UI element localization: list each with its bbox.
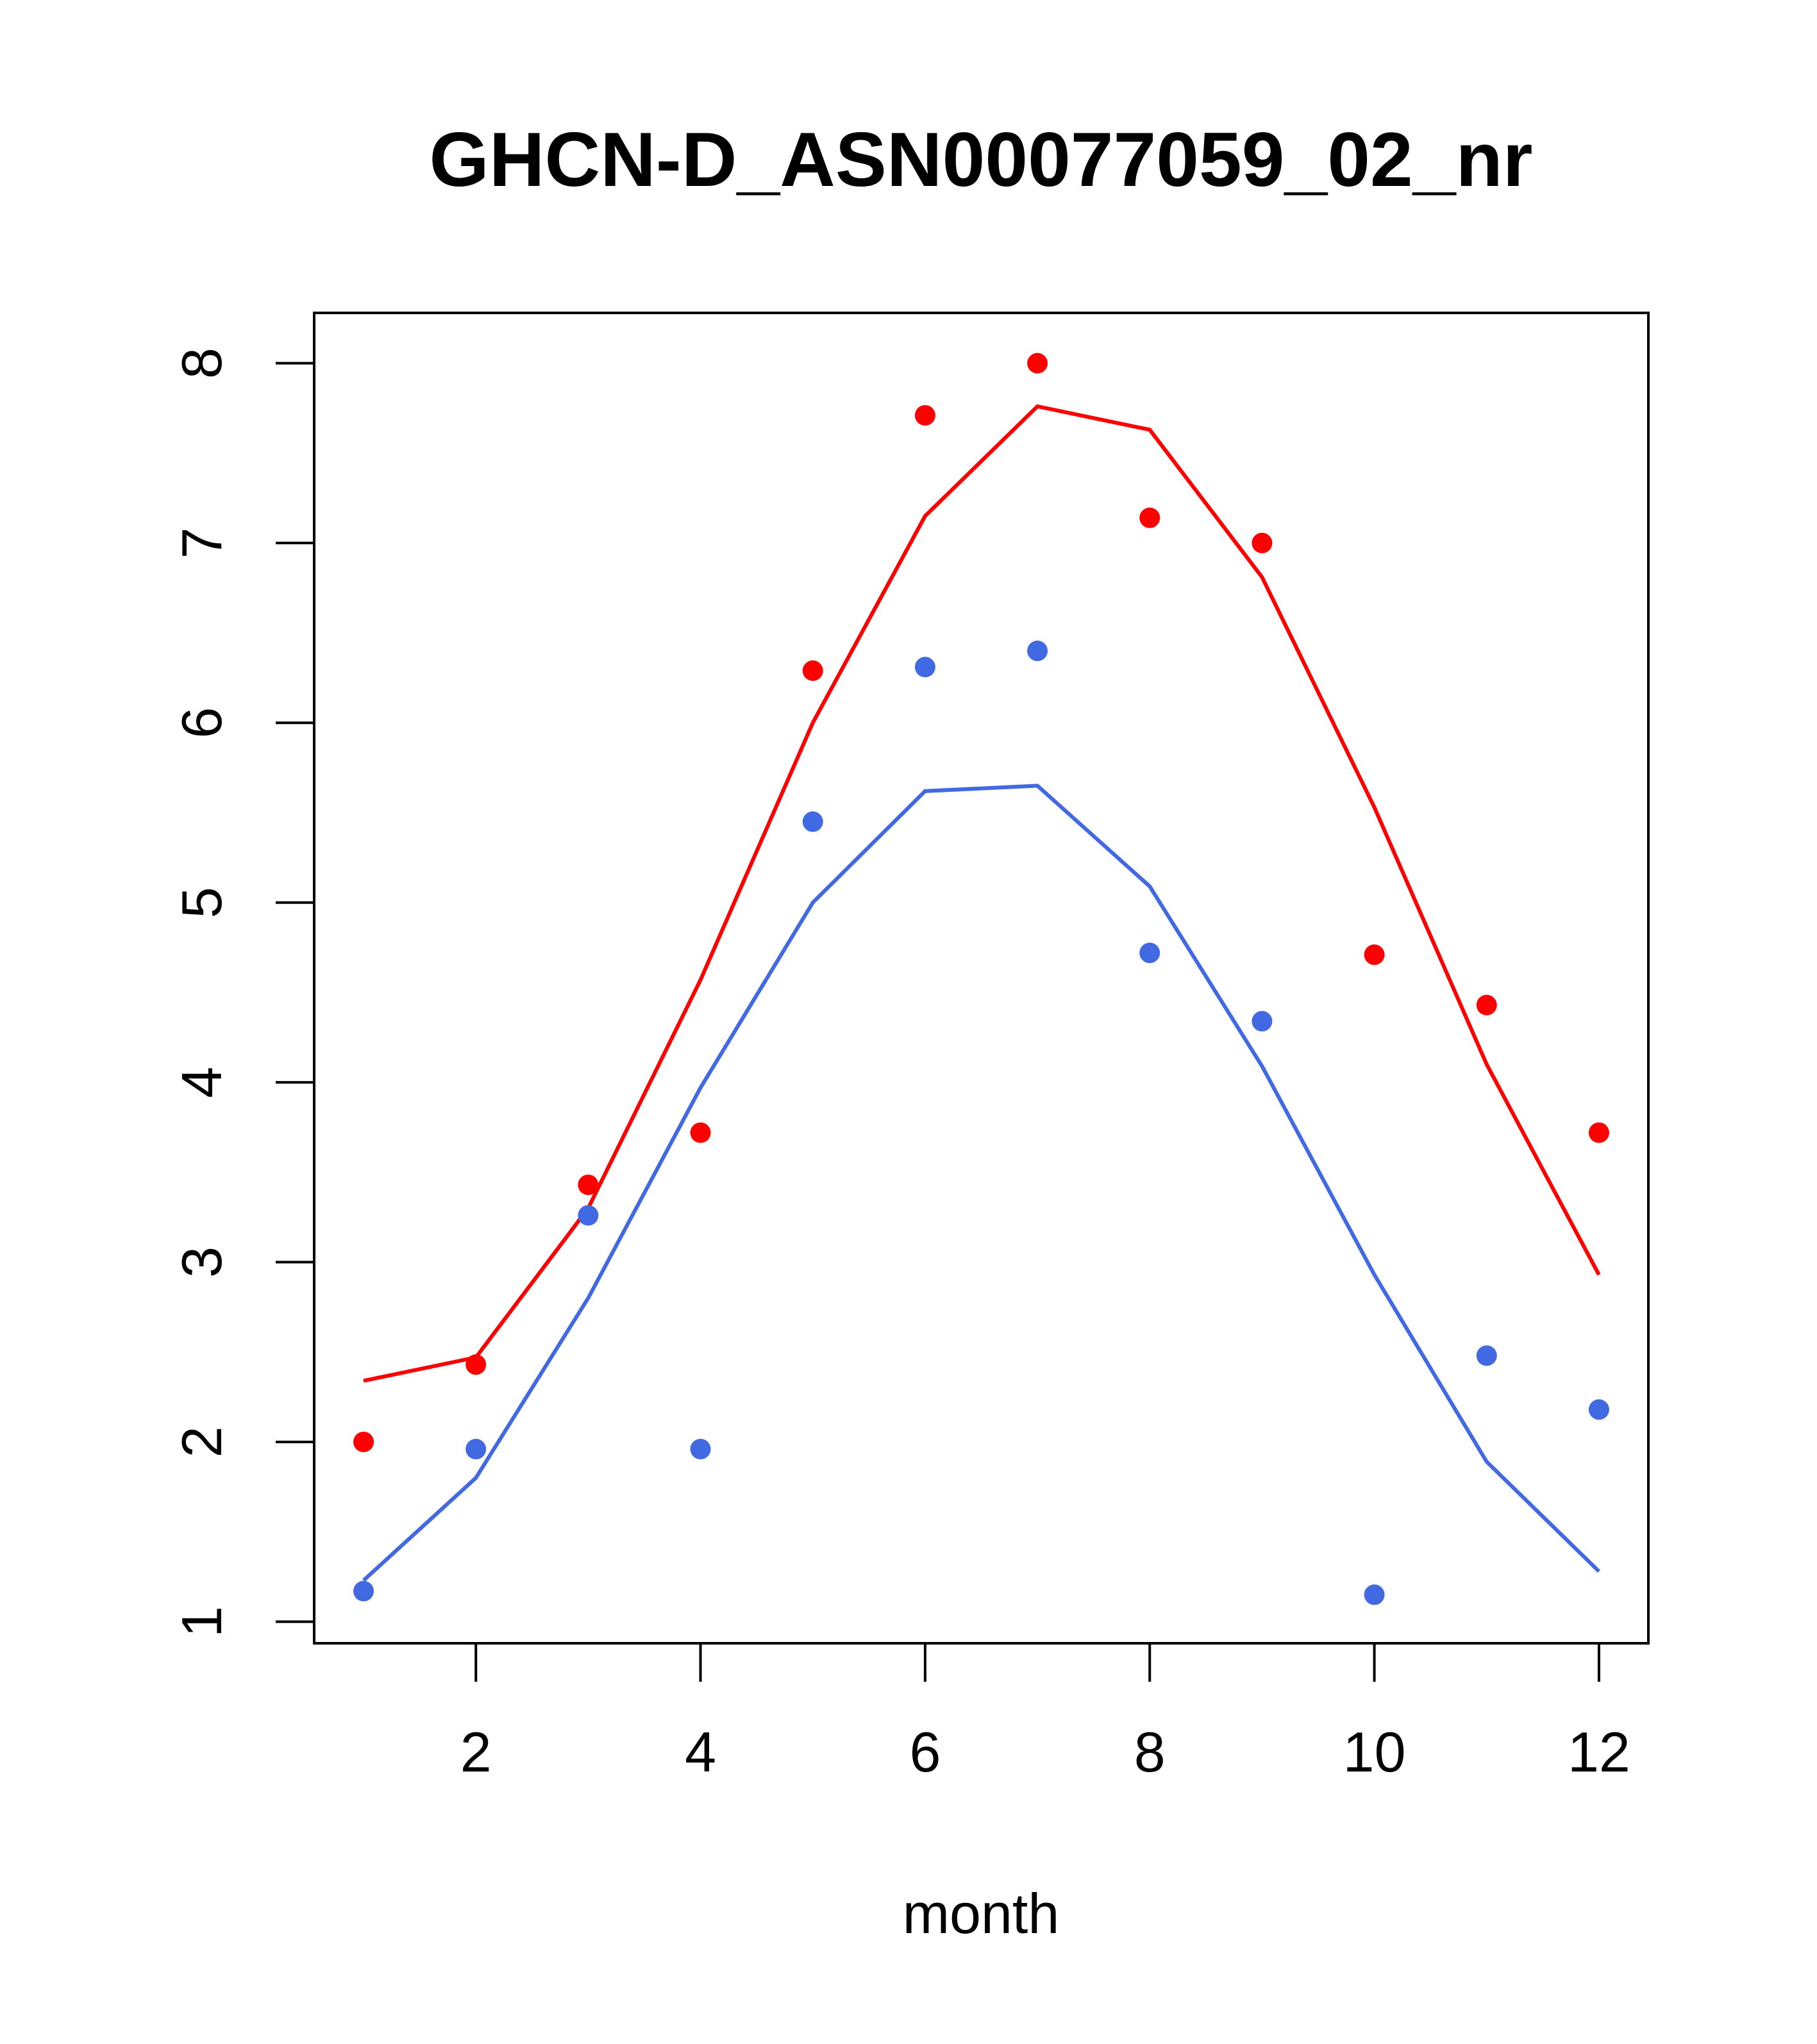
blue-points-point-4 xyxy=(690,1439,711,1460)
red-points-point-11 xyxy=(1476,994,1497,1016)
blue-points-point-1 xyxy=(353,1580,374,1602)
blue-points-point-10 xyxy=(1364,1584,1385,1605)
blue-points-point-11 xyxy=(1476,1345,1497,1366)
blue-points-point-9 xyxy=(1252,1010,1273,1032)
red-points-point-4 xyxy=(690,1122,711,1143)
red-points-point-10 xyxy=(1364,944,1385,966)
red-line xyxy=(363,404,1601,1383)
series-points xyxy=(353,353,1609,1605)
x-tick-label: 8 xyxy=(1134,1720,1166,1784)
y-axis: 1 2 3 4 5 6 7 8 xyxy=(170,348,314,1638)
blue-points-point-5 xyxy=(802,811,823,832)
blue-points-point-2 xyxy=(465,1439,487,1460)
series-lines xyxy=(362,404,1601,1582)
y-tick-label: 3 xyxy=(170,1246,233,1278)
y-tick-label: 1 xyxy=(170,1606,233,1638)
red-points-point-1 xyxy=(353,1431,374,1452)
x-axis: 2 4 6 8 10 12 xyxy=(460,1643,1630,1784)
blue-points-point-8 xyxy=(1139,942,1160,964)
y-tick-label: 8 xyxy=(170,348,233,379)
blue-points-point-3 xyxy=(578,1205,599,1226)
red-points-point-7 xyxy=(1027,353,1048,374)
x-tick-label: 6 xyxy=(909,1720,941,1784)
x-tick-label: 10 xyxy=(1343,1720,1406,1784)
red-points-point-6 xyxy=(914,405,935,426)
y-tick-label: 6 xyxy=(170,707,233,739)
y-tick-label: 4 xyxy=(170,1067,233,1098)
red-points-point-8 xyxy=(1139,507,1160,528)
y-tick-label: 7 xyxy=(170,527,233,558)
blue-line xyxy=(362,783,1601,1582)
red-points-point-12 xyxy=(1588,1122,1609,1143)
red-points-point-3 xyxy=(578,1174,599,1195)
x-axis-label: month xyxy=(903,1882,1060,1945)
y-tick-label: 2 xyxy=(170,1426,233,1457)
blue-points-point-6 xyxy=(914,657,935,678)
red-points-point-9 xyxy=(1252,532,1273,553)
plot-frame xyxy=(313,312,1650,1645)
x-tick-label: 2 xyxy=(460,1720,492,1784)
chart-title: GHCN-D_ASN00077059_02_nr xyxy=(430,117,1533,203)
blue-points-point-12 xyxy=(1588,1399,1609,1420)
red-points-point-5 xyxy=(802,660,823,682)
x-tick-label: 4 xyxy=(685,1720,716,1784)
y-tick-label: 5 xyxy=(170,887,233,918)
red-points-point-2 xyxy=(465,1354,487,1375)
x-tick-label: 12 xyxy=(1568,1720,1630,1784)
blue-points-point-7 xyxy=(1027,641,1048,662)
